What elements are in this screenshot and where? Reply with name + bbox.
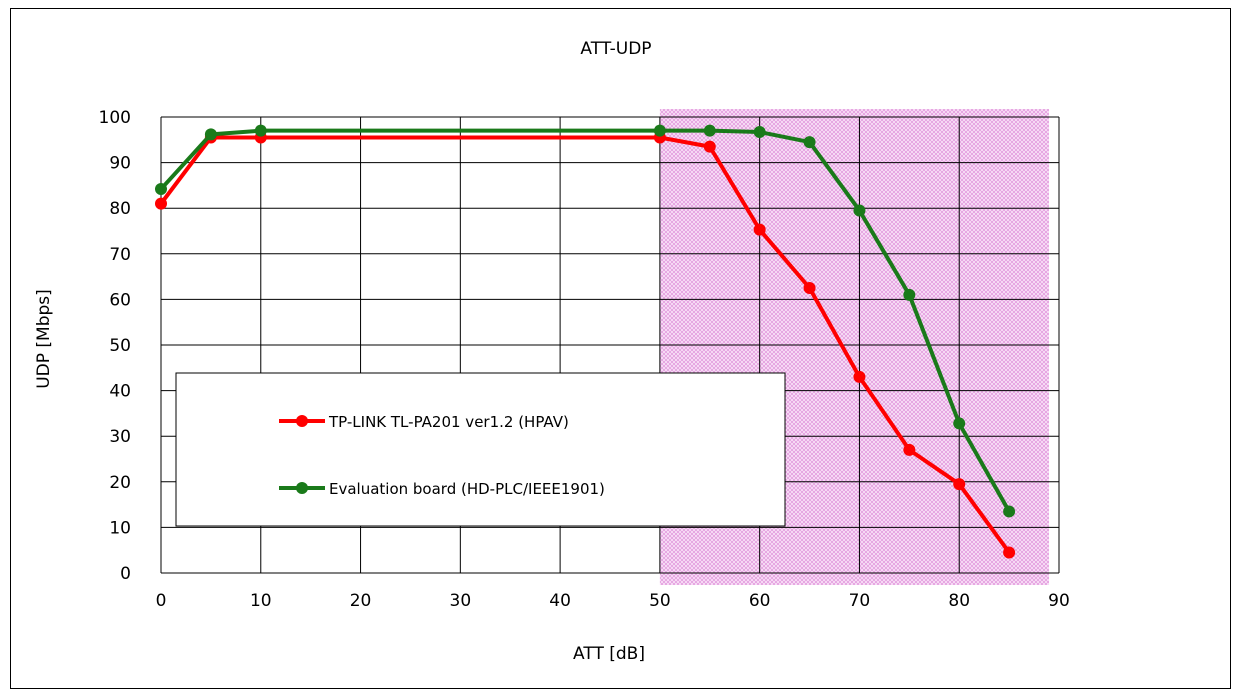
x-tick-label: 0 <box>156 591 167 611</box>
x-tick-label: 10 <box>250 591 272 611</box>
data-point <box>853 370 866 383</box>
legend-label: Evaluation board (HD-PLC/IEEE1901) <box>329 480 605 498</box>
x-axis-label: ATT [dB] <box>573 644 645 664</box>
y-tick-label: 0 <box>120 564 131 584</box>
data-point <box>1003 546 1016 559</box>
x-tick-label: 40 <box>549 591 571 611</box>
data-point <box>155 197 167 210</box>
data-point <box>803 136 816 149</box>
data-point <box>803 282 816 294</box>
series-layer <box>155 124 1016 559</box>
x-tick-label: 50 <box>649 591 671 611</box>
y-tick-label: 50 <box>109 336 131 356</box>
data-point <box>1003 505 1016 518</box>
x-tick-label: 20 <box>350 591 372 611</box>
data-point <box>903 288 916 301</box>
data-point <box>953 417 966 430</box>
data-point <box>254 124 267 137</box>
y-axis-label: UDP [Mbps] <box>34 289 54 389</box>
data-point <box>703 140 716 153</box>
y-tick-label: 20 <box>109 473 131 493</box>
y-tick-label: 40 <box>109 382 131 402</box>
legend-box <box>175 372 786 527</box>
legend-marker <box>296 482 308 494</box>
y-tick-label: 10 <box>109 518 131 538</box>
y-tick-label: 30 <box>109 427 131 447</box>
y-tick-label: 60 <box>109 290 131 310</box>
chart-title: ATT-UDP <box>580 39 651 59</box>
x-tick-label: 70 <box>849 591 871 611</box>
y-tick-label: 80 <box>109 199 131 219</box>
x-tick-label: 80 <box>948 591 970 611</box>
data-point <box>155 183 167 196</box>
chart-svg: ATT-UDP 0 10 20 30 40 50 60 70 80 90 0 10 20 30 40 50 60… <box>34 39 1070 664</box>
data-point <box>953 478 966 491</box>
data-point <box>703 124 716 137</box>
x-tick-label: 60 <box>749 591 771 611</box>
data-point <box>204 128 217 141</box>
data-point <box>653 124 666 137</box>
x-tick-label: 90 <box>1048 591 1070 611</box>
data-point <box>753 126 766 139</box>
legend: TP-LINK TL-PA201 ver1.2 (HPAV) Evaluation… <box>175 372 786 527</box>
data-point <box>753 223 766 236</box>
chart-frame: ATT-UDP 0 10 20 30 40 50 60 70 80 90 0 10 20 30 40 50 60… <box>10 8 1231 689</box>
legend-label: TP-LINK TL-PA201 ver1.2 (HPAV) <box>328 413 569 431</box>
y-tick-label: 70 <box>109 245 131 265</box>
data-point <box>853 204 866 217</box>
tick-layer: 0 10 20 30 40 50 60 70 80 90 0 10 20 30 40 50 60 70 80 90 10… <box>99 108 1070 611</box>
data-point <box>903 443 916 456</box>
y-tick-label: 90 <box>109 154 131 174</box>
y-tick-label: 100 <box>99 108 131 128</box>
x-tick-label: 30 <box>450 591 472 611</box>
legend-marker <box>296 415 308 427</box>
